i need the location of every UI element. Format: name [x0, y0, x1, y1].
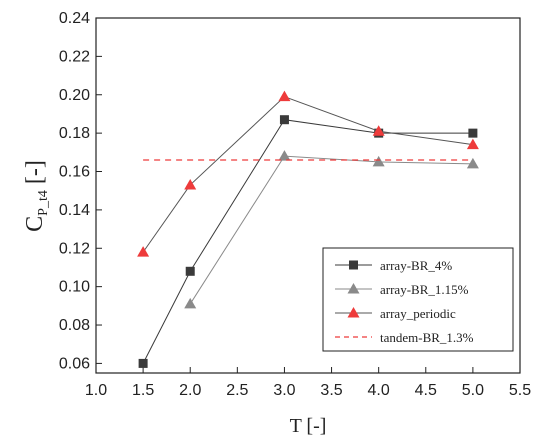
legend-label: array_periodic: [380, 306, 456, 321]
legend-label: tandem-BR_1.3%: [380, 330, 474, 345]
data-point: [184, 297, 197, 309]
data-point: [137, 246, 150, 257]
data-point: [184, 178, 197, 190]
legend-item-1: array-BR_1.15%: [335, 282, 469, 297]
data-point: [279, 115, 289, 125]
y-tick-label: 0.18: [59, 125, 90, 142]
legend-marker: [349, 260, 358, 270]
series-line: [189, 155, 473, 305]
y-tick-label: 0.06: [59, 355, 90, 372]
y-tick-label: 0.20: [59, 87, 90, 104]
series-2: [137, 90, 479, 257]
data-point: [372, 125, 385, 136]
x-tick-label: 3.5: [320, 382, 342, 399]
data-point: [278, 150, 291, 161]
x-tick-label: 1.5: [132, 382, 154, 399]
plot-frame: [95, 17, 521, 374]
x-tick-label: 3.0: [273, 382, 295, 399]
legend-label: array-BR_1.15%: [380, 282, 469, 297]
data-point: [138, 358, 148, 368]
legend-item-0: array-BR_4%: [335, 258, 452, 273]
x-tick-label: 4.0: [368, 382, 390, 399]
legend-marker: [347, 283, 360, 294]
data-point: [185, 266, 195, 276]
y-tick-label: 0.14: [59, 202, 90, 219]
y-axis-title-unit: [-]: [22, 160, 48, 190]
data-point: [372, 155, 385, 167]
x-tick-label: 5.0: [462, 382, 484, 399]
data-point: [466, 138, 479, 150]
x-tick-label: 2.0: [179, 382, 201, 399]
y-tick-label: 0.12: [59, 240, 90, 257]
data-point: [466, 157, 479, 169]
x-tick-label: 5.5: [509, 382, 531, 399]
y-axis-title: CP_t4 [-]: [22, 160, 51, 232]
legend-item-3: tandem-BR_1.3%: [335, 330, 474, 345]
y-tick-label: 0.08: [59, 317, 90, 334]
y-tick-label: 0.16: [59, 164, 90, 181]
legend-item-2: array_periodic: [335, 306, 456, 321]
legend-marker: [347, 307, 360, 318]
data-point: [278, 90, 291, 102]
legend-label: array-BR_4%: [380, 258, 452, 273]
y-tick-label: 0.10: [59, 279, 90, 296]
x-tick-label: 1.0: [85, 382, 107, 399]
series-line: [142, 96, 473, 253]
data-point: [468, 128, 478, 138]
x-tick-label: 4.5: [415, 382, 437, 399]
series-1: [184, 150, 479, 309]
y-axis-title-main: C: [22, 216, 48, 232]
x-tick-label: 2.5: [226, 382, 248, 399]
y-tick-label: 0.24: [59, 10, 90, 27]
legend: array-BR_4% array-BR_1.15% array_periodict…: [322, 247, 514, 352]
y-axis-title-sub: P_t4: [36, 190, 51, 216]
x-axis-title: T [-]: [290, 415, 327, 437]
y-tick-label: 0.22: [59, 48, 90, 65]
